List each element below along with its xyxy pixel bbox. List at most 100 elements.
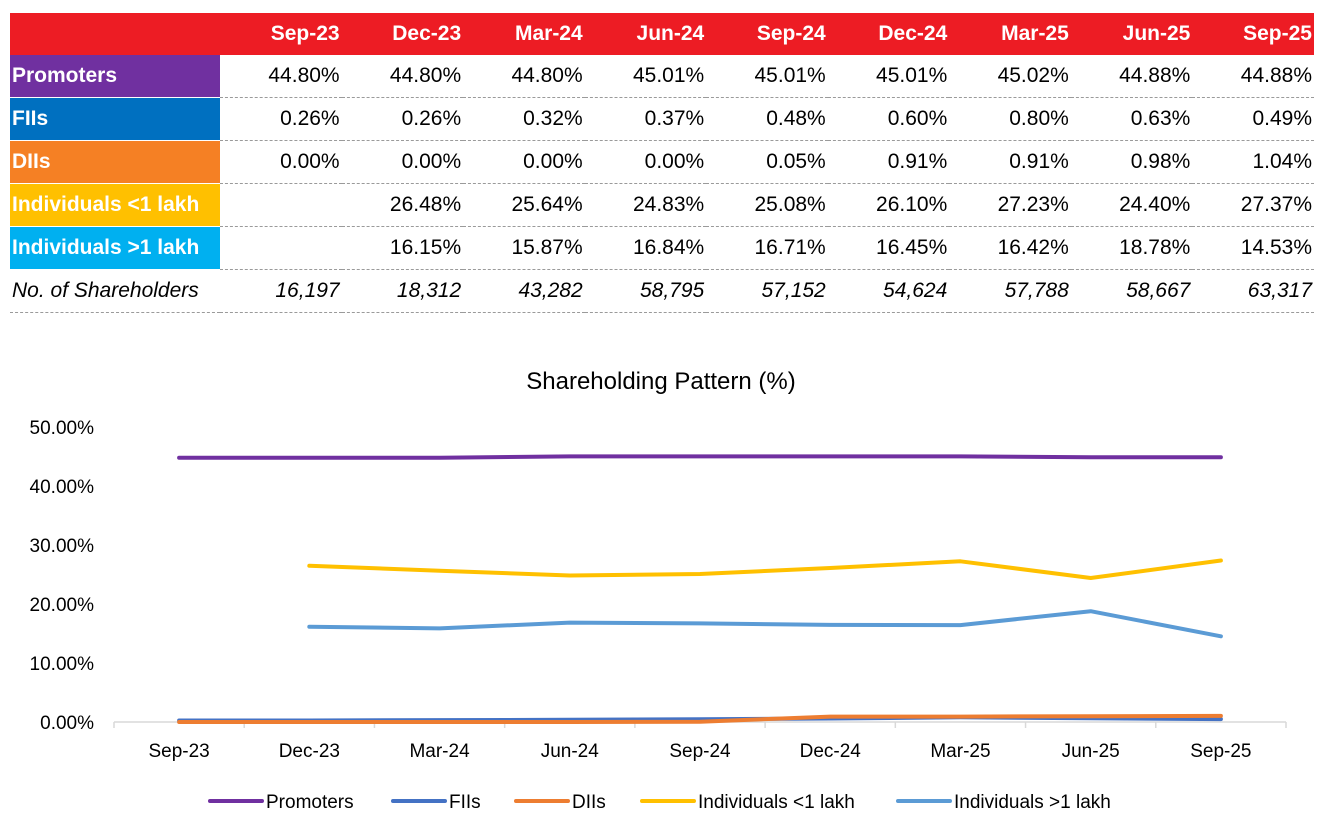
table-cell: 0.91% [827, 140, 950, 184]
table-cell: 0.00% [584, 140, 707, 184]
table-cell: 44.88% [1192, 55, 1314, 98]
table-cell: 14.53% [1192, 226, 1314, 270]
table-cell: 44.80% [341, 55, 464, 98]
table-cell: 0.26% [220, 97, 342, 141]
table-cell: 0.63% [1070, 97, 1193, 141]
table-row: FIIs 0.26% 0.26% 0.32% 0.37% 0.48% 0.60% 0.80% 0… [10, 97, 1314, 141]
table-cell: 58,795 [584, 269, 707, 313]
y-tick-label: 40.00% [30, 477, 95, 498]
table-cell: 45.01% [827, 55, 950, 98]
shareholding-table: Sep-23 Dec-23 Mar-24 Jun-24 Sep-24 Dec-2… [10, 13, 1314, 313]
x-tick-label: Mar-25 [930, 741, 990, 762]
table-cell: 57,152 [706, 269, 828, 313]
legend-label: DIIs [572, 792, 606, 813]
table-cell: 0.91% [949, 140, 1071, 184]
x-tick-label: Mar-24 [409, 741, 470, 762]
table-cell: 43,282 [463, 269, 585, 313]
table-cell: 45.02% [949, 55, 1071, 98]
x-tick-label: Jun-24 [541, 741, 600, 762]
table-cell: 54,624 [827, 269, 950, 313]
table-cell: 0.49% [1192, 97, 1314, 141]
column-header: Dec-23 [341, 13, 464, 55]
table-cell: 44.88% [1070, 55, 1193, 98]
row-label: Individuals <1 lakh [10, 183, 221, 227]
y-tick-label: 10.00% [30, 654, 95, 675]
column-header: Sep-23 [220, 13, 342, 55]
y-tick-label: 30.00% [30, 536, 95, 557]
column-header: Jun-24 [584, 13, 707, 55]
table-cell: 16.42% [949, 226, 1071, 270]
column-header: Sep-25 [1192, 13, 1314, 55]
table-cell: 24.83% [584, 183, 707, 227]
table-cell: 0.00% [463, 140, 585, 184]
table-cell: 0.98% [1070, 140, 1193, 184]
table-cell: 0.26% [341, 97, 464, 141]
table-corner-cell [10, 13, 221, 55]
table-cell [220, 183, 342, 227]
table-cell: 16.15% [341, 226, 464, 270]
x-tick-label: Dec-23 [279, 741, 340, 762]
row-label: FIIs [10, 97, 221, 141]
row-label: Promoters [10, 55, 221, 98]
table-cell: 63,317 [1192, 269, 1314, 313]
series-line-diis [177, 713, 1223, 724]
table-cell: 16,197 [220, 269, 342, 313]
table-cell: 0.48% [706, 97, 828, 141]
table-cell: 0.05% [706, 140, 828, 184]
x-tick-label: Jun-25 [1062, 741, 1120, 762]
table-row: Promoters 44.80% 44.80% 44.80% 45.01% 45.01% 4… [10, 55, 1314, 98]
table-cell: 0.80% [949, 97, 1071, 141]
table-cell: 45.01% [706, 55, 828, 98]
table-cell: 15.87% [463, 226, 585, 270]
table-cell: 27.37% [1192, 183, 1314, 227]
table-cell: 16.71% [706, 226, 828, 270]
column-header: Mar-24 [463, 13, 585, 55]
table-cell: 16.45% [827, 226, 950, 270]
column-header: Jun-25 [1070, 13, 1193, 55]
x-tick-label: Sep-24 [669, 741, 731, 762]
column-header: Sep-24 [706, 13, 828, 55]
table-cell: 26.10% [827, 183, 950, 227]
row-label: No. of Shareholders [10, 269, 221, 313]
y-tick-label: 20.00% [30, 595, 95, 616]
row-label: Individuals >1 lakh [10, 226, 221, 270]
row-label: DIIs [10, 140, 221, 184]
legend-label: Individuals >1 lakh [954, 792, 1111, 813]
series-line-individuals-1-lakh [307, 609, 1223, 639]
table-row: Individuals >1 lakh 16.15% 15.87% 16.84% 16.… [10, 226, 1314, 270]
table-row: Individuals <1 lakh 26.48% 25.64% 24.83% 25.… [10, 183, 1314, 227]
table-cell: 44.80% [463, 55, 585, 98]
table-cell: 44.80% [220, 55, 342, 98]
table-cell: 57,788 [949, 269, 1071, 313]
legend-label: Individuals <1 lakh [698, 792, 855, 813]
table-cell: 25.08% [706, 183, 828, 227]
legend-label: Promoters [266, 792, 354, 813]
column-header: Dec-24 [827, 13, 950, 55]
table-cell [220, 226, 342, 270]
table-cell: 45.01% [584, 55, 707, 98]
table-cell: 0.00% [220, 140, 342, 184]
table-cell: 0.37% [584, 97, 707, 141]
column-header: Mar-25 [949, 13, 1071, 55]
table-cell: 0.00% [341, 140, 464, 184]
chart-title: Shareholding Pattern (%) [526, 368, 795, 395]
legend-label: FIIs [449, 792, 481, 813]
x-tick-label: Sep-25 [1190, 741, 1251, 762]
x-tick-label: Dec-24 [800, 741, 862, 762]
x-tick-label: Sep-23 [148, 741, 209, 762]
shareholding-line-chart: Shareholding Pattern (%) 0.00% 10.00% 20.00… [30, 368, 1287, 813]
table-cell: 1.04% [1192, 140, 1314, 184]
table-cell: 18,312 [341, 269, 464, 313]
table-cell: 24.40% [1070, 183, 1193, 227]
y-tick-label: 0.00% [40, 713, 94, 734]
series-line-individuals-1-lakh [307, 558, 1223, 580]
table-cell: 27.23% [949, 183, 1071, 227]
table-cell: 0.60% [827, 97, 950, 141]
table-cell: 0.32% [463, 97, 585, 141]
table-row-shareholders: No. of Shareholders 16,197 18,312 43,282 58,… [10, 269, 1314, 313]
table-cell: 16.84% [584, 226, 707, 270]
table-header-row: Sep-23 Dec-23 Mar-24 Jun-24 Sep-24 Dec-2… [10, 13, 1314, 55]
table-cell: 58,667 [1070, 269, 1193, 313]
table-cell: 25.64% [463, 183, 585, 227]
table-cell: 18.78% [1070, 226, 1193, 270]
